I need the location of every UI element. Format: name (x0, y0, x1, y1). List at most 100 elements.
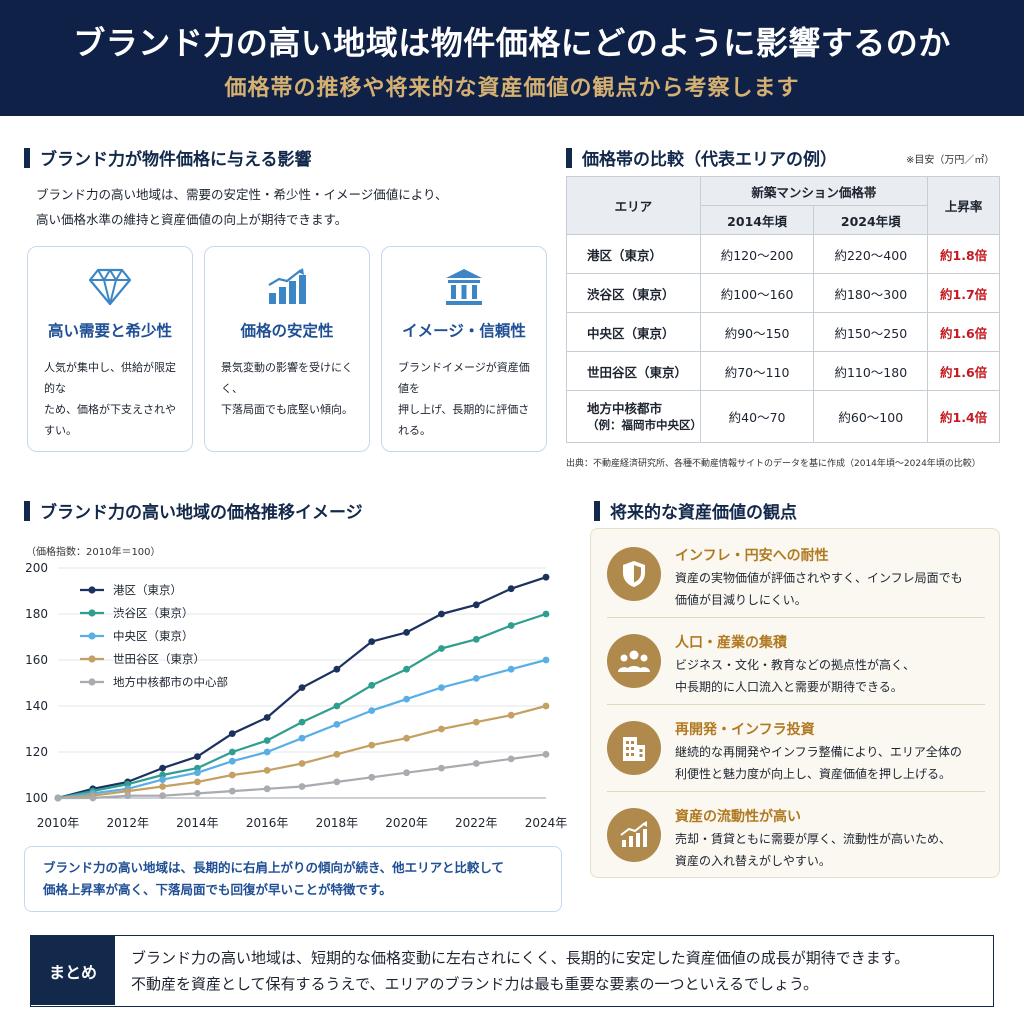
data-point (507, 665, 515, 673)
future-item-desc-line: 中長期的に人口流入と需要が期待できる。 (675, 680, 903, 694)
divider (607, 617, 985, 618)
data-point (159, 776, 166, 783)
data-point (228, 748, 236, 756)
table-row: 渋谷区（東京） 約100〜160 約180〜300 約1.7倍 (566, 273, 1000, 313)
data-point (194, 778, 201, 786)
data-point (228, 730, 236, 737)
data-point (298, 783, 306, 790)
impact-card-title: 価格の安定性 (240, 322, 334, 340)
x-tick-label: 2014年 (176, 816, 219, 830)
data-point (403, 769, 410, 777)
future-item-title: 再開発・インフラ投資 (675, 722, 815, 738)
data-point (368, 638, 376, 645)
future-item-desc: 資産の実物価値が評価されやすく、インフレ局面でも 価値が目減りしにくい。 (675, 567, 990, 611)
future-item-desc-line: 売却・賃貸ともに需要が厚く、流動性が高いため、 (675, 832, 952, 846)
x-tick-label: 2010年 (37, 816, 80, 830)
data-point (368, 741, 376, 749)
cell-2014: 約40〜70 (699, 390, 815, 443)
data-point (472, 601, 480, 609)
impact-card-title: 高い需要と希少性 (47, 322, 172, 340)
impact-card-desc-line: 景気変動の影響を受けにくく、 (221, 361, 353, 395)
heading-bar (566, 147, 572, 168)
chart-note-line: 価格上昇率が高く、下落局面でも回復が早いことが特徴です。 (43, 882, 392, 897)
bar-chart-icon (205, 267, 369, 311)
cell-area: 中央区（東京） (566, 312, 701, 352)
chart-index-label: （価格指数：2010年＝100） (26, 547, 161, 558)
cell-2014: 約70〜110 (699, 351, 815, 391)
data-point (263, 767, 271, 774)
data-point (228, 771, 236, 779)
impact-intro: ブランド力の高い地域は、需要の安定性・希少性・イメージ価値により、 高い価格水準… (36, 182, 546, 232)
col-header-2024: 2024年頃 (813, 205, 929, 235)
impact-card-desc-line: 下落局面でも底堅い傾向。 (221, 403, 353, 416)
trend-heading-text: ブランド力の高い地域の価格推移イメージ (40, 503, 363, 523)
cell-2014: 約100〜160 (699, 273, 815, 313)
cell-2024: 約180〜300 (813, 273, 929, 313)
data-point (333, 750, 341, 758)
data-point (194, 769, 201, 777)
x-tick-label: 2022年 (455, 816, 498, 830)
building-icon (607, 721, 661, 775)
data-point (542, 610, 550, 618)
cell-area-line: 地方中核都市 (587, 400, 663, 416)
data-point (403, 734, 410, 742)
cell-rate: 約1.4倍 (927, 390, 1000, 443)
data-point (542, 750, 550, 758)
cell-2024: 約220〜400 (813, 234, 929, 274)
impact-card-demand: 高い需要と希少性 人気が集中し、供給が限定的な ため、価格が下支えされやすい。 (27, 246, 193, 452)
cell-rate: 約1.8倍 (927, 234, 1000, 274)
future-item-title: 人口・産業の集積 (675, 635, 787, 651)
data-point (472, 718, 480, 726)
legend-label: 地方中核都市の中心部 (113, 675, 228, 689)
impact-card-desc-line: 人気が集中し、供給が限定的な (44, 361, 176, 395)
future-heading: 将来的な資産価値の観点 (594, 498, 797, 523)
table-row: 中央区（東京） 約90〜150 約150〜250 約1.6倍 (566, 312, 1000, 352)
data-point (54, 794, 62, 802)
cell-rate: 約1.6倍 (927, 351, 1000, 391)
data-point (298, 734, 306, 742)
future-item: 再開発・インフラ投資 継続的な再開発やインフラ整備により、エリア全体の 利便性と… (591, 705, 1001, 791)
divider (607, 704, 985, 705)
data-point (228, 757, 236, 765)
legend-label: 港区（東京） (113, 583, 182, 597)
future-item-title: 資産の流動性が高い (675, 809, 801, 825)
impact-card-desc-line: ため、価格が下支えされやすい。 (44, 403, 176, 437)
trend-heading: ブランド力の高い地域の価格推移イメージ (24, 498, 363, 523)
cell-rate: 約1.6倍 (927, 312, 1000, 352)
data-point (403, 695, 410, 703)
data-point (403, 665, 410, 673)
unit-note: ※目安（万円／㎡） (906, 155, 995, 166)
y-tick-label: 120 (25, 745, 48, 759)
impact-card-desc: ブランドイメージが資産価値を 押し上げ、長期的に評価される。 (398, 357, 538, 441)
people-icon (607, 634, 661, 688)
impact-heading: ブランド力が物件価格に与える影響 (24, 145, 312, 170)
data-point (228, 787, 236, 795)
x-tick-label: 2016年 (246, 816, 289, 830)
cell-rate: 約1.7倍 (927, 273, 1000, 313)
table-row: 港区（東京） 約120〜200 約220〜400 約1.8倍 (566, 234, 1000, 274)
summary-line: ブランド力の高い地域は、短期的な価格変動に左右されにくく、長期的に安定した資産価… (131, 949, 910, 967)
future-value-panel: インフレ・円安への耐性 資産の実物価値が評価されやすく、インフレ局面でも 価値が… (590, 528, 1000, 878)
data-point (368, 707, 376, 714)
cell-2024: 約110〜180 (813, 351, 929, 391)
divider (607, 791, 985, 792)
heading-bar (24, 500, 30, 521)
y-tick-label: 140 (25, 699, 48, 713)
future-item: 人口・産業の集積 ビジネス・文化・教育などの拠点性が高く、 中長期的に人口流入と… (591, 618, 1001, 704)
future-heading-text: 将来的な資産価値の観点 (610, 503, 797, 523)
future-item-desc: 継続的な再開発やインフラ整備により、エリア全体の 利便性と魅力度が向上し、資産価… (675, 741, 990, 785)
y-tick-label: 200 (25, 561, 48, 575)
data-point (298, 760, 306, 767)
data-point (263, 748, 271, 756)
legend-marker (88, 632, 96, 640)
data-point (333, 702, 341, 710)
cell-area: 渋谷区（東京） (566, 273, 701, 313)
col-header-2014: 2014年頃 (699, 205, 815, 235)
data-point (159, 764, 166, 772)
chart-note-line: ブランド力の高い地域は、長期的に右肩上がりの傾向が続き、他エリアと比較して (43, 860, 505, 875)
impact-card-desc: 景気変動の影響を受けにくく、 下落局面でも底堅い傾向。 (221, 357, 361, 420)
cell-area: 地方中核都市 （例：福岡市中央区） (566, 390, 702, 443)
col-header-rate: 上昇率 (927, 176, 1000, 235)
data-point (194, 790, 201, 797)
data-point (438, 610, 445, 618)
